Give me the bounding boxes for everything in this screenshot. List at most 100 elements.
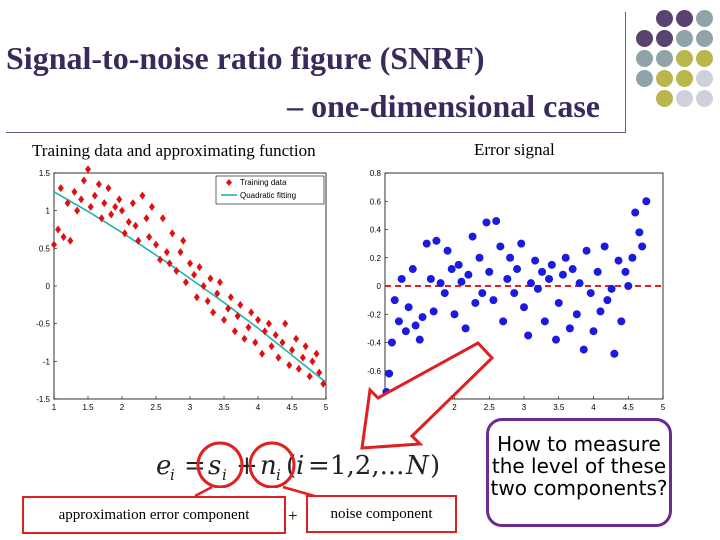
- training-data-point: [252, 338, 259, 347]
- y-tick-label: 1.5: [39, 169, 51, 178]
- training-data-point: [196, 263, 203, 272]
- training-data-point: [71, 187, 78, 196]
- error-data-point: [540, 317, 549, 326]
- training-data-point: [286, 361, 293, 370]
- training-data-point: [95, 180, 102, 189]
- svg-text:i: i: [276, 466, 281, 484]
- error-data-point: [436, 279, 445, 288]
- legend-label-fit: Quadratic fitting: [240, 191, 296, 200]
- error-data-point: [408, 265, 417, 274]
- training-data-point: [146, 233, 153, 242]
- error-equation: e i = s i + n i ( i = 1,2,... N ): [156, 441, 440, 488]
- error-data-point: [418, 313, 427, 322]
- error-data-point: [426, 274, 435, 283]
- error-data-point: [478, 289, 487, 298]
- training-data-point: [139, 191, 146, 200]
- training-data-point: [282, 319, 289, 328]
- y-tick-label: 0: [46, 282, 51, 291]
- left-panel-title: Training data and approximating function: [32, 141, 316, 160]
- callout-line1: How to measure: [497, 432, 661, 456]
- training-data-point: [143, 214, 150, 223]
- decor-dot: [696, 70, 713, 87]
- training-data-point: [173, 266, 180, 275]
- x-tick-label: 3.5: [553, 403, 565, 412]
- ni-highlight-circle: [248, 441, 296, 488]
- training-data-point: [265, 319, 272, 328]
- error-data-point: [531, 256, 540, 265]
- error-data-point: [575, 279, 584, 288]
- svg-text:i: i: [170, 466, 175, 484]
- training-data-point: [129, 199, 136, 208]
- plus-sign: +: [288, 506, 298, 525]
- training-data-point: [85, 165, 91, 174]
- training-data-point: [57, 184, 64, 193]
- decor-dot: [696, 50, 713, 67]
- error-signal-chart: 1.522.533.544.55-0.8-0.6-0.4-0.200.20.40…: [367, 169, 666, 412]
- training-data-point: [200, 282, 207, 290]
- error-data-point: [642, 197, 651, 206]
- error-data-point: [520, 303, 528, 312]
- training-data-point: [98, 214, 105, 223]
- error-data-point: [432, 236, 441, 245]
- training-data-point: [241, 334, 248, 343]
- y-tick-label: 0: [377, 282, 382, 291]
- svg-text:(: (: [286, 451, 296, 481]
- error-data-point: [450, 310, 459, 319]
- error-data-point: [628, 253, 637, 262]
- right-panel-title: Error signal: [474, 140, 555, 159]
- error-data-point: [415, 335, 424, 344]
- error-data-point: [411, 321, 420, 330]
- training-data-point: [272, 330, 279, 339]
- training-data-point: [55, 225, 62, 234]
- error-data-point: [492, 217, 501, 226]
- svg-text:1,2,...: 1,2,...: [330, 451, 404, 481]
- approximation-error-label: approximation error component: [22, 496, 286, 534]
- error-data-point: [586, 289, 595, 298]
- error-data-point: [510, 289, 519, 298]
- training-data-point: [67, 236, 74, 245]
- training-data-point: [64, 199, 71, 208]
- x-tick-label: 2: [120, 403, 125, 412]
- y-tick-label: -0.6: [367, 367, 381, 376]
- error-data-point: [390, 296, 399, 305]
- training-data-point: [119, 206, 125, 215]
- training-data-point: [293, 334, 300, 343]
- decor-dot: [656, 10, 673, 27]
- error-data-point: [468, 232, 477, 241]
- training-data-point: [80, 176, 87, 185]
- training-data-point: [255, 315, 261, 324]
- error-data-point: [635, 228, 644, 237]
- error-data-point: [385, 369, 394, 378]
- training-data-point: [279, 338, 286, 347]
- y-tick-label: 0.4: [370, 226, 382, 235]
- x-tick-label: 4: [256, 403, 261, 412]
- question-callout: How to measure the level of these two co…: [486, 418, 672, 527]
- training-data-point: [302, 342, 309, 351]
- training-data-point: [135, 236, 142, 245]
- x-tick-label: 2.5: [150, 403, 162, 412]
- error-data-point: [631, 208, 640, 217]
- training-data-point: [60, 233, 67, 242]
- error-data-point: [429, 307, 438, 316]
- x-tick-label: 4: [591, 403, 596, 412]
- y-tick-label: -0.2: [367, 310, 381, 319]
- error-data-point: [579, 345, 588, 354]
- y-tick-label: -0.5: [36, 320, 50, 329]
- pointer-arrow: [360, 341, 495, 450]
- error-data-point: [471, 298, 480, 307]
- decor-dot: [676, 50, 693, 67]
- error-data-point: [475, 253, 484, 262]
- svg-text:e: e: [156, 451, 171, 481]
- callout-line3: two components?: [490, 476, 668, 500]
- error-data-point: [404, 303, 413, 312]
- error-data-point: [547, 260, 556, 269]
- training-data-point: [313, 349, 320, 358]
- training-data-point: [182, 278, 189, 287]
- error-data-point: [638, 242, 647, 251]
- training-data-point: [191, 270, 198, 279]
- svg-text:): ): [430, 451, 440, 481]
- training-data-point: [91, 191, 98, 200]
- training-data-point: [237, 300, 244, 309]
- training-data-point: [207, 274, 214, 283]
- noise-component-label: noise component: [306, 495, 457, 533]
